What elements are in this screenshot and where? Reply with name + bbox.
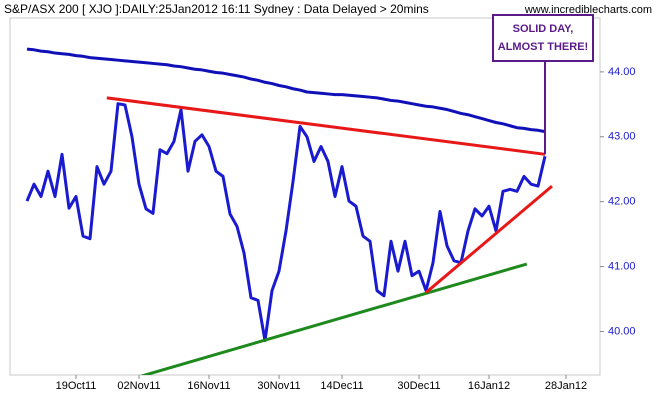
annotation-text: ALMOST THERE! bbox=[498, 41, 588, 53]
annotation-box bbox=[492, 14, 594, 62]
x-tick-label: 28Jan12 bbox=[545, 380, 587, 392]
trendline bbox=[106, 96, 546, 156]
y-tick-label: 43.00 bbox=[608, 131, 636, 143]
series-line bbox=[25, 102, 547, 343]
x-tick-label: 14Dec11 bbox=[320, 380, 363, 392]
x-tick-label: 02Nov11 bbox=[117, 380, 160, 392]
x-tick-label: 16Jan12 bbox=[468, 380, 510, 392]
trendline bbox=[425, 184, 553, 294]
y-tick-label: 42.00 bbox=[608, 196, 636, 208]
x-tick-label: 19Oct11 bbox=[56, 380, 97, 392]
y-tick-label: 40.00 bbox=[608, 325, 636, 337]
x-tick-label: 30Nov11 bbox=[257, 380, 300, 392]
y-tick-label: 41.00 bbox=[608, 261, 636, 273]
series-line bbox=[26, 47, 546, 134]
plot-frame bbox=[9, 17, 601, 376]
y-tick-label: 44.00 bbox=[608, 66, 636, 78]
annotation-text: SOLID DAY, bbox=[513, 23, 574, 35]
plot-layer bbox=[25, 47, 553, 375]
x-tick-label: 16Nov11 bbox=[187, 380, 230, 392]
trendline bbox=[139, 262, 528, 375]
chart-title: S&P/ASX 200 [ XJO ]:DAILY:25Jan2012 16:1… bbox=[4, 2, 429, 16]
watermark: www.incrediblecharts.com bbox=[524, 4, 652, 16]
x-tick-label: 30Dec11 bbox=[397, 380, 440, 392]
